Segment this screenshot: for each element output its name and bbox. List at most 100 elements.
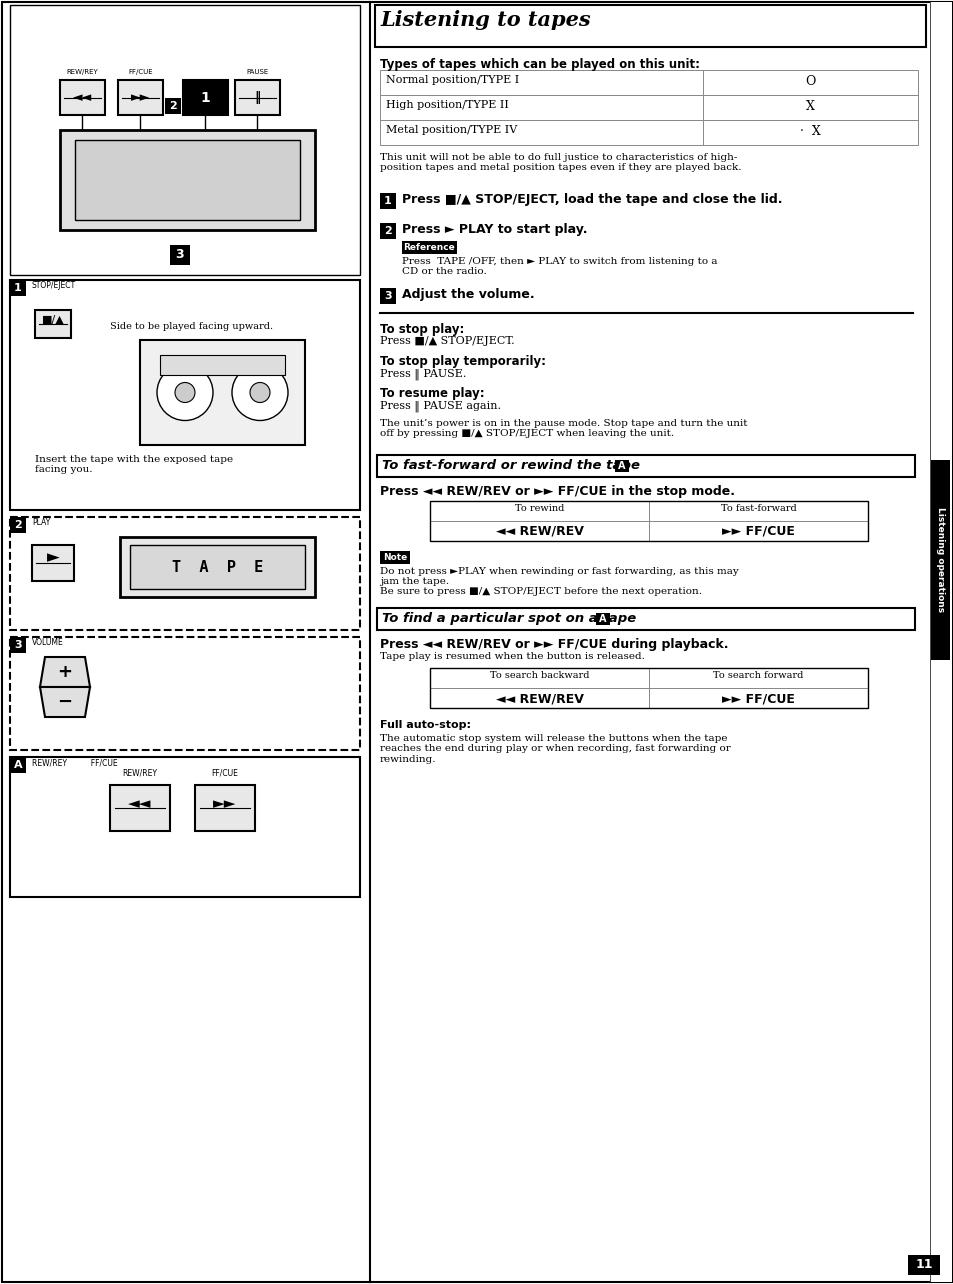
Text: 1: 1: [14, 282, 22, 293]
Text: 1: 1: [384, 196, 392, 205]
Text: Note: Note: [382, 553, 407, 562]
Bar: [379, 71, 917, 95]
Text: REW/REY          FF/CUE: REW/REY FF/CUE: [32, 758, 117, 767]
Bar: [376, 609, 914, 630]
Text: Adjust the volume.: Adjust the volume.: [401, 288, 534, 300]
Text: Press  TAPE /OFF, then ► PLAY to switch from listening to a
CD or the radio.: Press TAPE /OFF, then ► PLAY to switch f…: [401, 257, 717, 276]
Bar: [10, 5, 359, 275]
Text: 3: 3: [384, 291, 392, 300]
Bar: [430, 501, 867, 541]
Bar: [430, 501, 648, 521]
Text: Press ◄◄ REW/REV or ►► FF/CUE during playback.: Press ◄◄ REW/REV or ►► FF/CUE during pla…: [379, 638, 728, 651]
Text: Full auto-stop:: Full auto-stop:: [379, 720, 471, 731]
Text: Tape play is resumed when the button is released.: Tape play is resumed when the button is …: [379, 652, 644, 661]
Bar: [75, 140, 299, 220]
Bar: [234, 80, 280, 116]
Text: ►► FF/CUE: ►► FF/CUE: [721, 525, 794, 538]
Text: −: −: [57, 693, 72, 711]
Text: ►► FF/CUE: ►► FF/CUE: [721, 692, 794, 705]
Text: +: +: [57, 663, 72, 681]
Bar: [930, 460, 949, 660]
Bar: [648, 668, 867, 688]
Text: T  A  P  E: T A P E: [172, 560, 263, 574]
Text: To search forward: To search forward: [713, 672, 802, 681]
Text: 2: 2: [384, 226, 392, 236]
Bar: [60, 80, 105, 116]
Bar: [165, 98, 181, 114]
Text: ►►: ►►: [131, 91, 150, 104]
Text: Insert the tape with the exposed tape
facing you.: Insert the tape with the exposed tape fa…: [35, 455, 233, 474]
Text: ■/▲: ■/▲: [42, 315, 64, 325]
Bar: [170, 245, 190, 265]
Text: High position/TYPE II: High position/TYPE II: [386, 100, 508, 110]
Text: To search backward: To search backward: [489, 672, 589, 681]
Bar: [160, 354, 285, 375]
Text: To fast-forward: To fast-forward: [720, 505, 796, 514]
Bar: [907, 1254, 939, 1275]
Text: ◄◄: ◄◄: [72, 91, 92, 104]
Text: Press ► PLAY to start play.: Press ► PLAY to start play.: [401, 223, 587, 236]
Text: 2: 2: [169, 101, 176, 110]
Bar: [183, 80, 228, 116]
Text: A: A: [13, 760, 22, 770]
Text: Press ‖ PAUSE again.: Press ‖ PAUSE again.: [379, 401, 500, 411]
Bar: [379, 288, 395, 304]
Text: ►: ►: [47, 548, 59, 566]
Text: To find a particular spot on a tape: To find a particular spot on a tape: [381, 612, 636, 625]
Text: A: A: [618, 461, 625, 471]
Bar: [430, 521, 648, 541]
Text: Listening operations: Listening operations: [936, 507, 944, 612]
Polygon shape: [40, 657, 90, 687]
Text: The unit’s power is on in the pause mode. Stop tape and turn the unit
off by pre: The unit’s power is on in the pause mode…: [379, 419, 747, 438]
Text: ►►: ►►: [213, 796, 236, 811]
Bar: [379, 193, 395, 209]
Text: Press ■/▲ STOP/EJECT, load the tape and close the lid.: Press ■/▲ STOP/EJECT, load the tape and …: [401, 193, 781, 205]
Text: 1: 1: [200, 90, 211, 104]
Bar: [118, 80, 163, 116]
Bar: [120, 537, 314, 597]
Text: To resume play:: To resume play:: [379, 386, 484, 401]
Text: Types of tapes which can be played on this unit:: Types of tapes which can be played on th…: [379, 58, 700, 71]
Bar: [60, 130, 314, 230]
Text: To stop play temporarily:: To stop play temporarily:: [379, 354, 545, 369]
Bar: [648, 521, 867, 541]
Bar: [10, 758, 359, 898]
Circle shape: [250, 383, 270, 402]
Bar: [929, 3, 951, 1281]
Text: Press ◄◄ REW/REV or ►► FF/CUE in the stop mode.: Press ◄◄ REW/REV or ►► FF/CUE in the sto…: [379, 485, 734, 498]
Text: jam the tape.: jam the tape.: [379, 577, 449, 586]
Text: This unit will not be able to do full justice to characteristics of high-
positi: This unit will not be able to do full ju…: [379, 153, 740, 172]
Bar: [10, 280, 26, 297]
Text: Metal position/TYPE IV: Metal position/TYPE IV: [386, 125, 517, 135]
Text: Side to be played facing upward.: Side to be played facing upward.: [110, 322, 273, 331]
Text: REW/REY: REW/REY: [122, 768, 157, 777]
Text: To stop play:: To stop play:: [379, 324, 464, 336]
Bar: [110, 785, 170, 831]
Bar: [615, 460, 628, 473]
Text: X: X: [805, 100, 814, 113]
Circle shape: [174, 383, 194, 402]
Text: ◄◄ REW/REV: ◄◄ REW/REV: [495, 525, 583, 538]
Bar: [401, 241, 456, 254]
Bar: [10, 637, 26, 654]
Polygon shape: [40, 687, 90, 716]
Bar: [32, 544, 74, 580]
Bar: [379, 119, 917, 145]
Text: 3: 3: [14, 639, 22, 650]
Bar: [10, 758, 26, 773]
Text: Be sure to press ■/▲ STOP/EJECT before the next operation.: Be sure to press ■/▲ STOP/EJECT before t…: [379, 587, 701, 596]
Bar: [10, 517, 26, 533]
Bar: [430, 688, 648, 707]
Text: PLAY: PLAY: [32, 517, 51, 526]
Text: ·  X: · X: [800, 125, 820, 137]
Text: ◄◄: ◄◄: [128, 796, 152, 811]
Text: PAUSE: PAUSE: [246, 69, 269, 74]
Text: The automatic stop system will release the buttons when the tape
reaches the end: The automatic stop system will release t…: [379, 734, 730, 764]
Text: 3: 3: [175, 249, 184, 262]
Text: REW/REY: REW/REY: [67, 69, 98, 74]
Circle shape: [232, 365, 288, 420]
Bar: [648, 688, 867, 707]
Bar: [375, 5, 925, 48]
Bar: [379, 95, 917, 119]
Bar: [35, 309, 71, 338]
